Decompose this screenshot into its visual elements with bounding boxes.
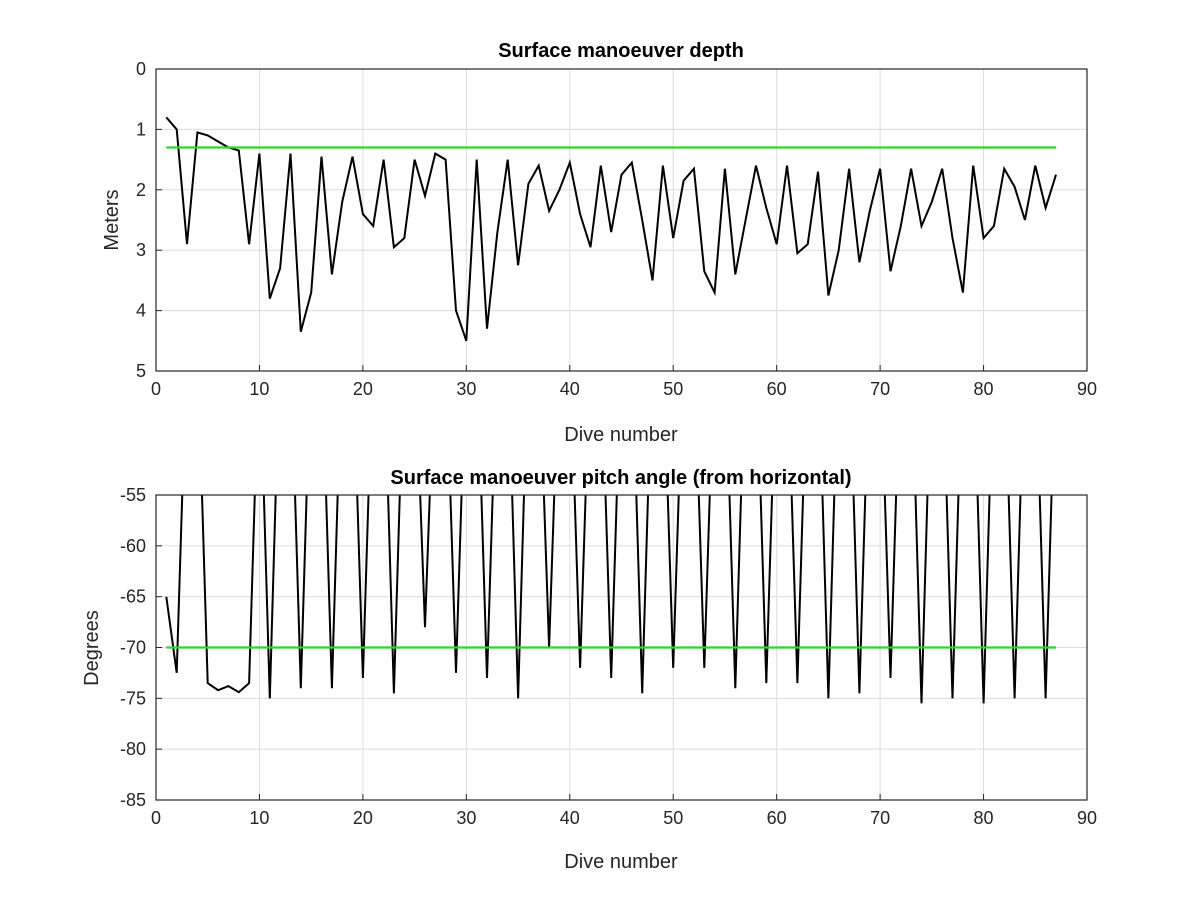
- pitch-x-tick-label: 90: [1077, 808, 1097, 828]
- pitch-y-tick-label: -75: [120, 688, 146, 708]
- depth-x-tick-label: 30: [456, 379, 476, 399]
- pitch-x-axis-label: Dive number: [564, 851, 678, 873]
- depth-y-tick-label: 0: [136, 59, 146, 79]
- depth-x-tick-label: 70: [870, 379, 890, 399]
- depth-series-layer: [165, 116, 1057, 342]
- pitch-y-tick-label: -65: [120, 587, 146, 607]
- depth-y-tick-label: 2: [136, 180, 146, 200]
- depth-y-tick-label: 3: [136, 240, 146, 260]
- depth-x-tick-label: 50: [663, 379, 683, 399]
- depth-x-tick-label: 20: [353, 379, 373, 399]
- pitch-x-tick-label: 10: [249, 808, 269, 828]
- depth-x-tick-label: 60: [767, 379, 787, 399]
- depth-y-tick-label: 5: [136, 361, 146, 381]
- depth-x-tick-label: 80: [974, 379, 994, 399]
- pitch-data-line: [165, 495, 1053, 704]
- pitch-y-tick-label: -70: [120, 638, 146, 658]
- pitch-y-axis-label: Degrees: [81, 610, 103, 686]
- pitch-x-tick-label: 40: [560, 808, 580, 828]
- pitch-x-tick-label: 50: [663, 808, 683, 828]
- pitch-y-tick-label: -80: [120, 739, 146, 759]
- depth-chart-title: Surface manoeuver depth: [498, 40, 744, 62]
- depth-data-line: [165, 116, 1057, 342]
- pitch-x-tick-label: 70: [870, 808, 890, 828]
- pitch-x-tick-label: 30: [456, 808, 476, 828]
- depth-y-axis-label: Meters: [101, 189, 123, 250]
- depth-x-tick-label: 10: [249, 379, 269, 399]
- pitch-x-tick-label: 80: [974, 808, 994, 828]
- pitch-series-layer: [165, 495, 1056, 704]
- pitch-chart: 0 10 20 30 40 50 60 70 80 90 -55 -60 -65 -70 -75 -80 -85…: [81, 467, 1097, 873]
- pitch-x-tick-label: 0: [151, 808, 161, 828]
- depth-x-tick-label: 0: [151, 379, 161, 399]
- pitch-x-tick-label: 20: [353, 808, 373, 828]
- depth-y-tick-label: 1: [136, 119, 146, 139]
- depth-y-tick-label: 4: [136, 301, 146, 321]
- depth-ticks: 0 10 20 30 40 50 60 70 80 90 0 1 2 3 4 5: [136, 59, 1097, 399]
- pitch-x-tick-label: 60: [767, 808, 787, 828]
- depth-chart: 0 10 20 30 40 50 60 70 80 90 0 1 2 3 4 5 Surface manoeu…: [101, 40, 1097, 446]
- depth-x-tick-label: 40: [560, 379, 580, 399]
- depth-x-tick-label: 90: [1077, 379, 1097, 399]
- pitch-y-tick-label: -60: [120, 536, 146, 556]
- depth-axes-frame: [155, 68, 1088, 372]
- pitch-chart-title: Surface manoeuver pitch angle (from hori…: [390, 467, 851, 489]
- depth-x-axis-label: Dive number: [564, 424, 678, 446]
- depth-plot-area: [156, 69, 1087, 371]
- pitch-ticks: 0 10 20 30 40 50 60 70 80 90 -55 -60 -65 -70 -75 -80 -85: [120, 485, 1097, 828]
- pitch-y-tick-label: -55: [120, 485, 146, 505]
- pitch-y-tick-label: -85: [120, 790, 146, 810]
